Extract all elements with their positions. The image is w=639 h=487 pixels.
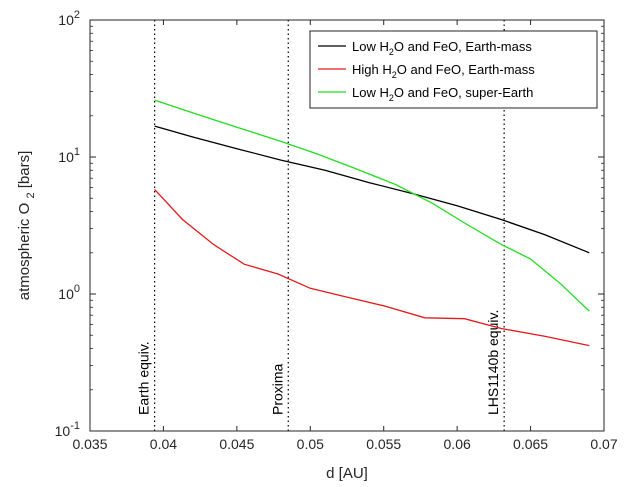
y-tick-base: 10 (58, 149, 74, 165)
annotation-label: Proxima (269, 363, 285, 415)
x-tick-label: 0.055 (366, 436, 401, 452)
y-tick-exponent: -1 (70, 420, 80, 432)
series-line-2 (154, 99, 590, 312)
y-axis-title-text: atmospheric O 2 [bars] (16, 151, 37, 301)
legend-entry-2: Low H2O and FeO, super-Earth (352, 85, 533, 103)
legend-text-part: O and FeO, Earth-mass (394, 39, 532, 54)
x-axis-title: d [AU] (326, 465, 368, 482)
y-tick-label: 101 (58, 146, 80, 165)
y-tick-exponent: 1 (74, 146, 80, 158)
legend-text-part: O and FeO, super-Earth (394, 85, 533, 100)
y-tick-label: 102 (58, 9, 80, 28)
legend-entry-1: High H2O and FeO, Earth-mass (352, 62, 535, 80)
y-axis-title-main: atmospheric O (16, 199, 33, 301)
y-tick-exponent: 2 (74, 9, 80, 21)
x-tick-label: 0.05 (297, 436, 324, 452)
legend-text-part: O and FeO, Earth-mass (397, 62, 535, 77)
series-layer (154, 99, 590, 347)
y-axis-title: atmospheric O 2 [bars] (16, 151, 37, 301)
annotation-label: LHS1140b equiv. (485, 310, 501, 415)
y-axis-title-unit: [bars] (16, 151, 33, 193)
series-line-1 (154, 188, 590, 347)
x-tick-label: 0.065 (513, 436, 548, 452)
legend-text-part: 2 (389, 93, 394, 103)
legend-text-part: High H (352, 62, 392, 77)
x-tick-label: 0.06 (444, 436, 471, 452)
y-tick-exponent: 0 (74, 283, 80, 295)
x-tick-label: 0.07 (590, 436, 617, 452)
legend-box (309, 30, 598, 109)
tick-layer: 0.035 0.04 0.045 0.05 0.055 0.06 0.065 0.0710-1… (55, 9, 618, 452)
y-tick-base: 10 (55, 423, 71, 439)
legend-text-part: Low H (352, 85, 389, 100)
legend-text-part: Low H (352, 39, 389, 54)
x-tick-label: 0.04 (150, 436, 177, 452)
y-tick-label: 10-1 (55, 420, 80, 439)
plot-frame (89, 19, 605, 432)
legend-text-part: 2 (389, 47, 394, 57)
y-tick-label: 100 (58, 283, 80, 302)
x-tick-label: 0.035 (72, 436, 107, 452)
y-tick-base: 10 (58, 286, 74, 302)
annotation-label: Earth equiv. (136, 341, 152, 415)
y-axis-title-sub: 2 (25, 192, 37, 198)
y-tick-base: 10 (58, 12, 74, 28)
legend-text-part: 2 (392, 70, 397, 80)
x-tick-label: 0.045 (219, 436, 254, 452)
annotation-layer: Earth equiv. Proxima LHS1140b equiv. (136, 20, 505, 431)
legend-entry-0: Low H2O and FeO, Earth-mass (352, 39, 532, 57)
series-line-0 (154, 125, 590, 254)
